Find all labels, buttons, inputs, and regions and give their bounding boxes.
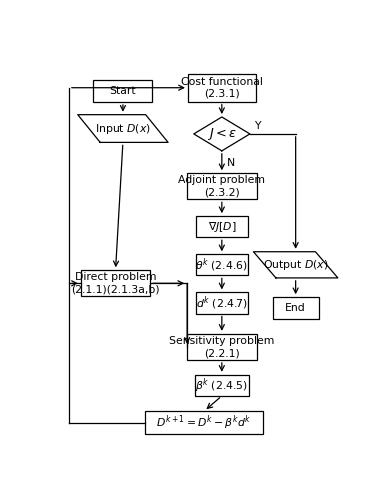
Text: $\theta^k$ (2.4.6): $\theta^k$ (2.4.6): [195, 256, 248, 274]
Text: $d^k$ (2.4.7): $d^k$ (2.4.7): [196, 294, 248, 312]
Text: End: End: [285, 304, 306, 314]
FancyBboxPatch shape: [93, 80, 152, 102]
Text: Adjoint problem
(2.3.2): Adjoint problem (2.3.2): [178, 175, 265, 198]
Polygon shape: [253, 252, 338, 278]
FancyBboxPatch shape: [196, 254, 248, 276]
FancyBboxPatch shape: [187, 334, 256, 360]
Text: Cost functional
(2.3.1): Cost functional (2.3.1): [181, 76, 263, 99]
Text: $\nabla J[D]$: $\nabla J[D]$: [208, 220, 236, 234]
Text: $J < \varepsilon$: $J < \varepsilon$: [207, 126, 237, 142]
Text: Start: Start: [110, 86, 136, 96]
Text: Output $D(x)$: Output $D(x)$: [263, 258, 328, 272]
Text: N: N: [227, 158, 235, 168]
Polygon shape: [78, 114, 168, 142]
FancyBboxPatch shape: [196, 292, 248, 314]
FancyBboxPatch shape: [196, 216, 248, 238]
Text: Y: Y: [255, 122, 261, 132]
FancyBboxPatch shape: [187, 173, 256, 200]
FancyBboxPatch shape: [81, 270, 150, 296]
Text: Input $D(x)$: Input $D(x)$: [95, 122, 151, 136]
Text: $D^{k+1} = D^k - \beta^k d^k$: $D^{k+1} = D^k - \beta^k d^k$: [157, 414, 252, 432]
FancyBboxPatch shape: [145, 411, 263, 434]
Text: $\beta^k$ (2.4.5): $\beta^k$ (2.4.5): [195, 376, 248, 394]
FancyBboxPatch shape: [188, 74, 256, 102]
FancyBboxPatch shape: [273, 297, 319, 320]
Polygon shape: [194, 117, 250, 151]
FancyBboxPatch shape: [195, 374, 249, 396]
Text: Direct problem
(2.1.1)(2.1.3a,b): Direct problem (2.1.1)(2.1.3a,b): [71, 272, 160, 294]
Text: Sensitivity problem
(2.2.1): Sensitivity problem (2.2.1): [169, 336, 275, 358]
